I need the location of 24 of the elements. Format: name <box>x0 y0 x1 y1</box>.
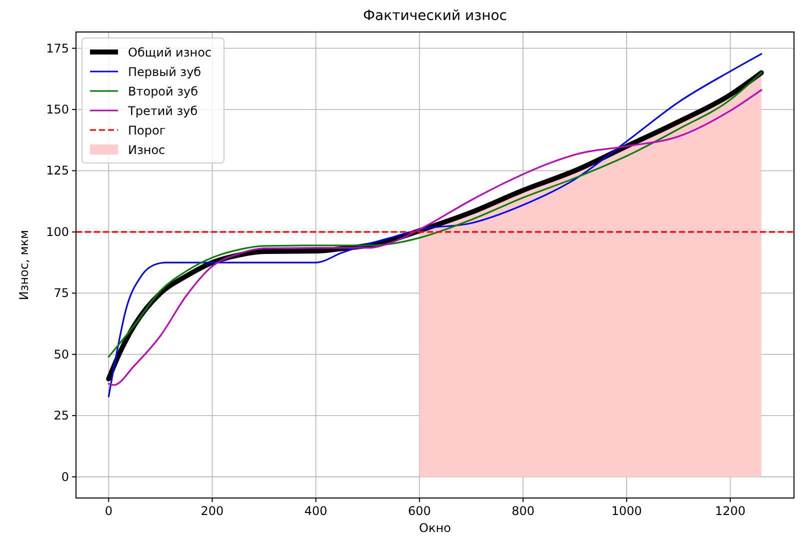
x-tick-label: 400 <box>304 504 328 518</box>
x-tick-label: 0 <box>104 504 112 518</box>
chart-title: Фактический износ <box>363 8 507 24</box>
legend-label: Износ <box>128 143 166 157</box>
legend-label: Порог <box>128 124 166 138</box>
y-tick-label: 0 <box>61 470 69 484</box>
x-tick-label: 1200 <box>715 504 746 518</box>
legend-label: Второй зуб <box>128 84 198 98</box>
y-axis-title: Износ, мкм <box>17 230 31 300</box>
y-tick-label: 25 <box>54 408 69 423</box>
legend-label: Третий зуб <box>127 104 198 118</box>
x-axis-title: Окно <box>419 521 451 535</box>
y-tick-label: 150 <box>46 102 69 117</box>
y-tick-label: 175 <box>46 41 69 56</box>
y-tick-label: 100 <box>46 224 69 239</box>
x-tick-label: 800 <box>512 504 535 518</box>
y-tick-label: 125 <box>46 164 69 178</box>
legend-label: Общий износ <box>128 46 212 60</box>
x-tick-label: 1000 <box>611 504 642 518</box>
y-tick-label: 50 <box>54 347 69 362</box>
x-tick-label: 600 <box>408 504 431 518</box>
legend-label: Первый зуб <box>128 65 202 79</box>
x-tick-label: 200 <box>200 504 224 518</box>
y-tick-label: 75 <box>54 286 69 300</box>
